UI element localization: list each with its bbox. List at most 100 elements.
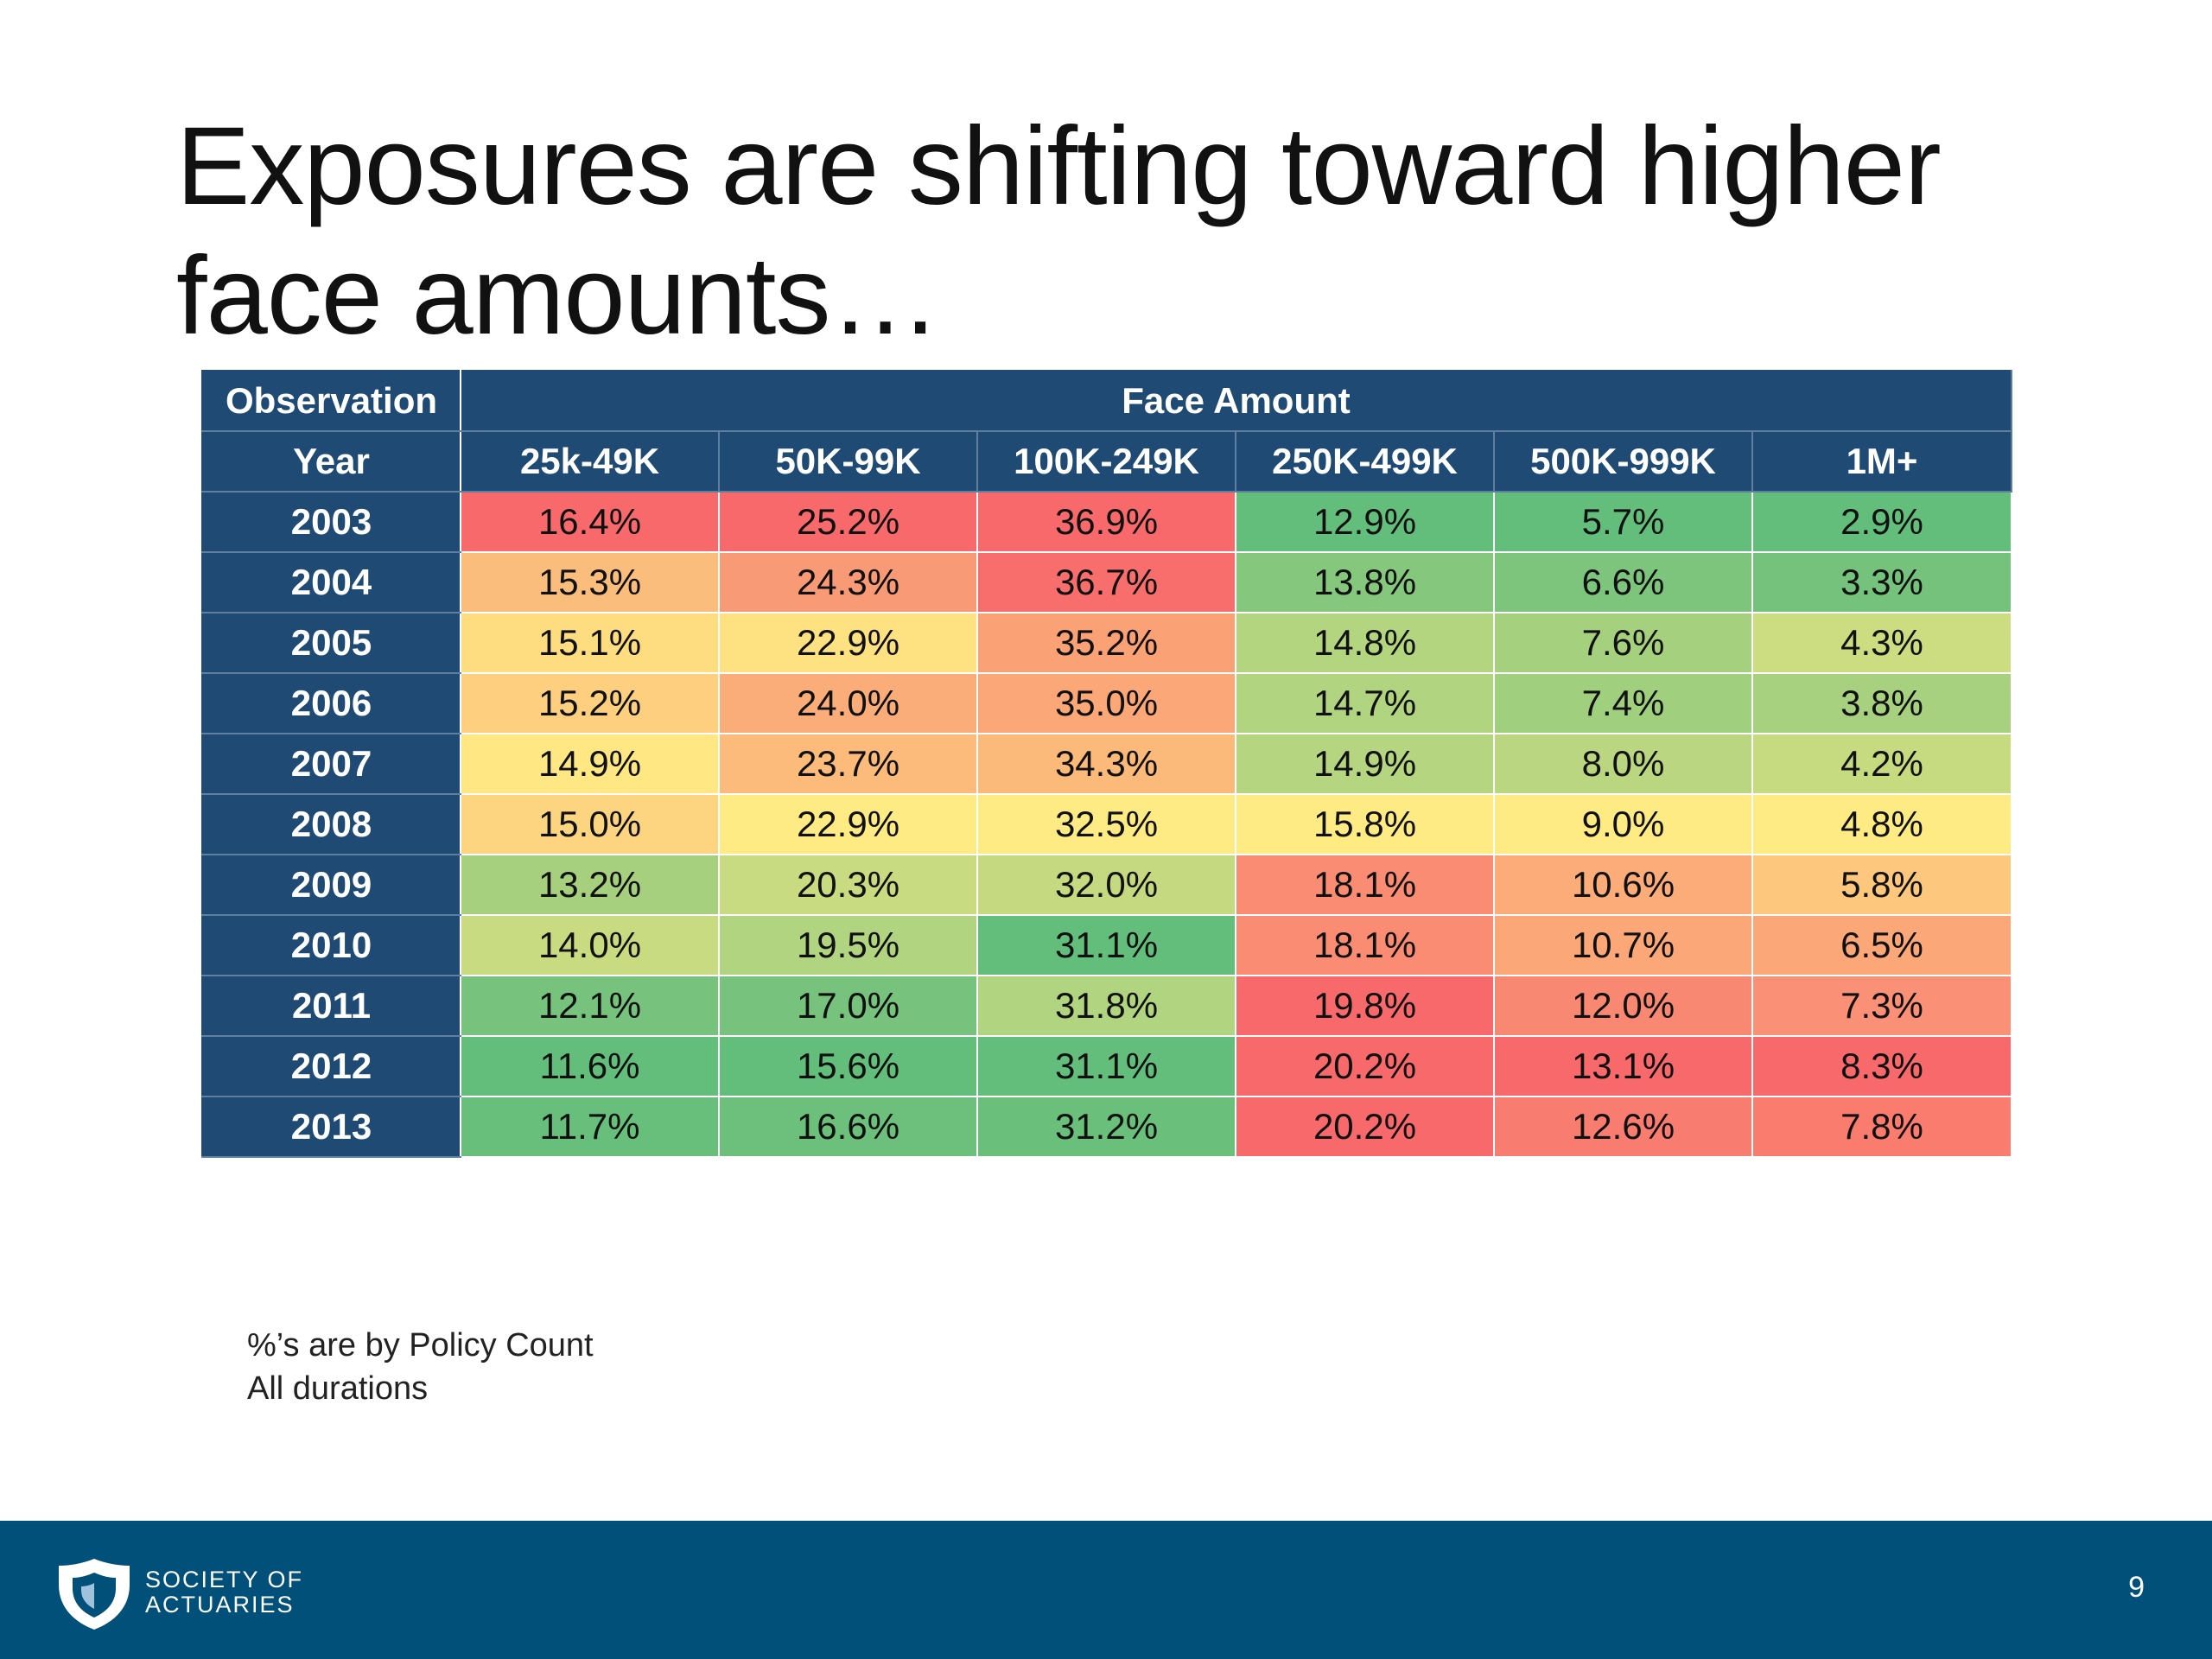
value-cell: 20.3% xyxy=(719,855,978,916)
value-cell: 20.2% xyxy=(1236,1096,1495,1158)
table-row: 2005 15.1% 22.9% 35.2% 14.8% 7.6% 4.3% xyxy=(202,613,2013,674)
value-cell: 5.8% xyxy=(1752,855,2013,916)
table-row: 2004 15.3% 24.3% 36.7% 13.8% 6.6% 3.3% xyxy=(202,552,2013,613)
logo-text-line-1: SOCIETY OF xyxy=(145,1567,304,1592)
value-cell: 4.2% xyxy=(1752,734,2013,795)
value-cell: 15.1% xyxy=(461,613,720,674)
observation-header: Observation xyxy=(202,371,461,432)
value-cell: 22.9% xyxy=(719,794,978,855)
value-cell: 11.6% xyxy=(461,1036,720,1097)
logo-text: SOCIETY OF ACTUARIES xyxy=(145,1567,303,1618)
soa-logo: SOCIETY OF ACTUARIES xyxy=(55,1555,315,1630)
year-cell: 2004 xyxy=(202,552,461,613)
value-cell: 36.9% xyxy=(977,492,1236,553)
table-row: 2013 11.7% 16.6% 31.2% 20.2% 12.6% 7.8% xyxy=(202,1096,2013,1158)
value-cell: 10.7% xyxy=(1494,915,1753,976)
value-cell: 18.1% xyxy=(1236,855,1495,916)
table-row: 2006 15.2% 24.0% 35.0% 14.7% 7.4% 3.8% xyxy=(202,673,2013,734)
value-cell: 3.3% xyxy=(1752,552,2013,613)
value-cell: 15.8% xyxy=(1236,794,1495,855)
value-cell: 15.6% xyxy=(719,1036,978,1097)
value-cell: 34.3% xyxy=(977,734,1236,795)
value-cell: 31.2% xyxy=(977,1096,1236,1158)
column-header: 500K-999K xyxy=(1494,431,1753,493)
value-cell: 35.2% xyxy=(977,613,1236,674)
footnote-durations: All durations xyxy=(247,1370,429,1407)
column-header: 250K-499K xyxy=(1236,431,1495,493)
year-header: Year xyxy=(202,431,461,493)
year-cell: 2013 xyxy=(202,1096,461,1158)
value-cell: 7.3% xyxy=(1752,976,2013,1037)
value-cell: 7.8% xyxy=(1752,1096,2013,1158)
value-cell: 7.6% xyxy=(1494,613,1753,674)
value-cell: 15.2% xyxy=(461,673,720,734)
value-cell: 14.7% xyxy=(1236,673,1495,734)
value-cell: 19.8% xyxy=(1236,976,1495,1037)
header-row-2: Year 25k-49K 50K-99K 100K-249K 250K-499K… xyxy=(202,431,2013,493)
value-cell: 32.0% xyxy=(977,855,1236,916)
column-header: 100K-249K xyxy=(977,431,1236,493)
column-header: 50K-99K xyxy=(719,431,978,493)
value-cell: 6.5% xyxy=(1752,915,2013,976)
table-row: 2003 16.4% 25.2% 36.9% 12.9% 5.7% 2.9% xyxy=(202,492,2013,553)
table-row: 2010 14.0% 19.5% 31.1% 18.1% 10.7% 6.5% xyxy=(202,915,2013,976)
value-cell: 12.9% xyxy=(1236,492,1495,553)
value-cell: 31.1% xyxy=(977,1036,1236,1097)
value-cell: 19.5% xyxy=(719,915,978,976)
year-cell: 2012 xyxy=(202,1036,461,1097)
face-amount-table: Observation Face Amount Year 25k-49K 50K… xyxy=(201,370,2013,1158)
slide-title: Exposures are shifting toward higher fac… xyxy=(176,105,1942,358)
value-cell: 13.2% xyxy=(461,855,720,916)
year-cell: 2007 xyxy=(202,734,461,795)
value-cell: 4.8% xyxy=(1752,794,2013,855)
table-row: 2009 13.2% 20.3% 32.0% 18.1% 10.6% 5.8% xyxy=(202,855,2013,916)
logo-text-line-2: ACTUARIES xyxy=(145,1592,295,1618)
year-cell: 2010 xyxy=(202,915,461,976)
value-cell: 16.4% xyxy=(461,492,720,553)
value-cell: 6.6% xyxy=(1494,552,1753,613)
value-cell: 7.4% xyxy=(1494,673,1753,734)
value-cell: 9.0% xyxy=(1494,794,1753,855)
value-cell: 14.8% xyxy=(1236,613,1495,674)
value-cell: 15.3% xyxy=(461,552,720,613)
value-cell: 11.7% xyxy=(461,1096,720,1158)
value-cell: 14.0% xyxy=(461,915,720,976)
value-cell: 32.5% xyxy=(977,794,1236,855)
footnotes: %’s are by Policy Count All durations xyxy=(247,1324,594,1410)
value-cell: 12.0% xyxy=(1494,976,1753,1037)
value-cell: 16.6% xyxy=(719,1096,978,1158)
table-row: 2011 12.1% 17.0% 31.8% 19.8% 12.0% 7.3% xyxy=(202,976,2013,1037)
face-amount-group-header: Face Amount xyxy=(461,371,2013,432)
table-body: 2003 16.4% 25.2% 36.9% 12.9% 5.7% 2.9% 2004 15.3… xyxy=(202,492,2013,1158)
value-cell: 4.3% xyxy=(1752,613,2013,674)
value-cell: 24.3% xyxy=(719,552,978,613)
year-cell: 2009 xyxy=(202,855,461,916)
value-cell: 23.7% xyxy=(719,734,978,795)
value-cell: 20.2% xyxy=(1236,1036,1495,1097)
value-cell: 31.8% xyxy=(977,976,1236,1037)
value-cell: 36.7% xyxy=(977,552,1236,613)
value-cell: 14.9% xyxy=(1236,734,1495,795)
shield-icon xyxy=(59,1559,130,1630)
table-row: 2012 11.6% 15.6% 31.1% 20.2% 13.1% 8.3% xyxy=(202,1036,2013,1097)
value-cell: 25.2% xyxy=(719,492,978,553)
column-header: 1M+ xyxy=(1752,431,2013,493)
year-cell: 2006 xyxy=(202,673,461,734)
value-cell: 3.8% xyxy=(1752,673,2013,734)
value-cell: 12.6% xyxy=(1494,1096,1753,1158)
value-cell: 12.1% xyxy=(461,976,720,1037)
header-row-1: Observation Face Amount xyxy=(202,371,2013,432)
value-cell: 24.0% xyxy=(719,673,978,734)
page-number: 9 xyxy=(2128,1571,2145,1604)
footnote-policy-count: %’s are by Policy Count xyxy=(247,1327,594,1363)
value-cell: 13.1% xyxy=(1494,1036,1753,1097)
column-header: 25k-49K xyxy=(461,431,720,493)
value-cell: 35.0% xyxy=(977,673,1236,734)
table-row: 2007 14.9% 23.7% 34.3% 14.9% 8.0% 4.2% xyxy=(202,734,2013,795)
table-row: 2008 15.0% 22.9% 32.5% 15.8% 9.0% 4.8% xyxy=(202,794,2013,855)
value-cell: 8.0% xyxy=(1494,734,1753,795)
value-cell: 15.0% xyxy=(461,794,720,855)
value-cell: 17.0% xyxy=(719,976,978,1037)
year-cell: 2008 xyxy=(202,794,461,855)
year-cell: 2003 xyxy=(202,492,461,553)
